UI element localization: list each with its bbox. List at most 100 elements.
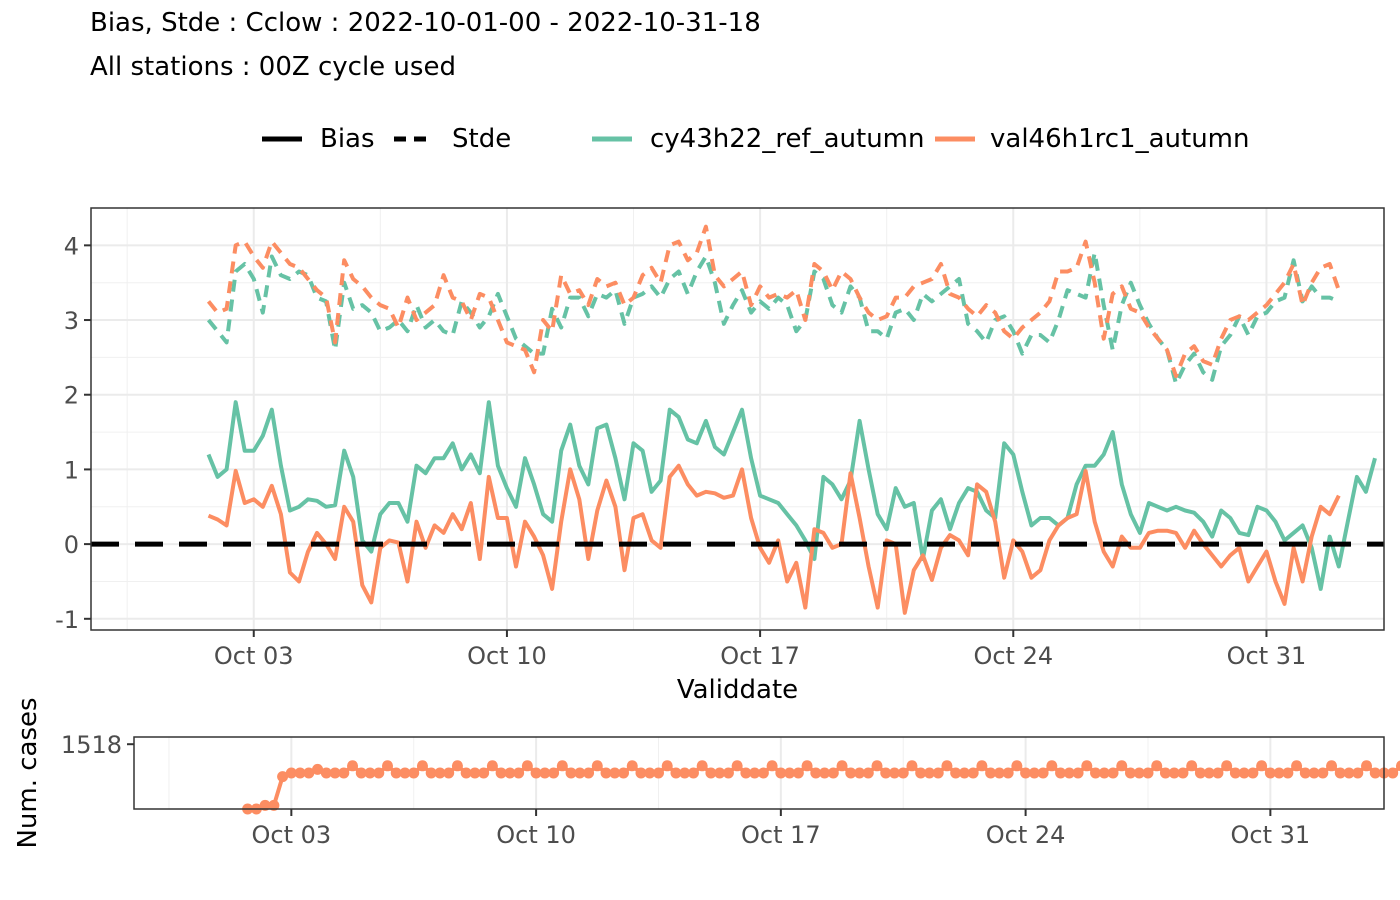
num-cases-point bbox=[1107, 767, 1119, 779]
num-cases-point bbox=[1369, 767, 1381, 779]
num-cases-x-tick-label: Oct 17 bbox=[741, 821, 821, 849]
num-cases-point bbox=[320, 767, 332, 779]
num-cases-point bbox=[880, 767, 892, 779]
num-cases-point bbox=[801, 760, 813, 772]
num-cases-point bbox=[1002, 767, 1014, 779]
num-cases-x-tick-label: Oct 24 bbox=[986, 821, 1066, 849]
num-cases-point bbox=[294, 767, 306, 779]
num-cases-point bbox=[1081, 760, 1093, 772]
num-cases-point bbox=[1046, 760, 1058, 772]
num-cases-point bbox=[775, 767, 787, 779]
num-cases-point bbox=[757, 767, 769, 779]
num-cases-point bbox=[390, 767, 402, 779]
num-cases-point bbox=[784, 767, 796, 779]
num-cases-point bbox=[897, 767, 909, 779]
num-cases-point bbox=[1186, 760, 1198, 772]
bias-stde-y-tick-label: 1 bbox=[64, 456, 79, 484]
bias-stde-y-tick-label: 4 bbox=[64, 232, 79, 260]
num-cases-point bbox=[1212, 767, 1224, 779]
num-cases-point bbox=[1308, 767, 1320, 779]
num-cases-point bbox=[364, 767, 376, 779]
num-cases-point bbox=[1343, 767, 1355, 779]
num-cases-point bbox=[1256, 760, 1268, 772]
num-cases-point bbox=[451, 760, 463, 772]
num-cases-point bbox=[1177, 767, 1189, 779]
bias-stde-x-tick-label: Oct 31 bbox=[1227, 642, 1307, 670]
bias-stde-series-bias-cy43h22_ref_autumn bbox=[206, 400, 1377, 591]
num-cases-point bbox=[941, 760, 953, 772]
num-cases-point bbox=[1159, 767, 1171, 779]
num-cases-point bbox=[478, 767, 490, 779]
cases-plot-panel: Oct 03 Oct 10 Oct 17 Oct 24 Oct 31 1518 Num. c… bbox=[13, 697, 1400, 849]
num-cases-point bbox=[373, 767, 385, 779]
num-cases-point bbox=[888, 767, 900, 779]
num-cases-point bbox=[521, 760, 533, 772]
num-cases-point bbox=[722, 767, 734, 779]
num-cases-point bbox=[1334, 767, 1346, 779]
num-cases-point bbox=[976, 760, 988, 772]
num-cases-point bbox=[1090, 767, 1102, 779]
num-cases-point bbox=[696, 760, 708, 772]
num-cases-point bbox=[766, 760, 778, 772]
num-cases-point bbox=[1037, 767, 1049, 779]
num-cases-point bbox=[495, 767, 507, 779]
num-cases-point bbox=[1072, 767, 1084, 779]
num-cases-point bbox=[705, 767, 717, 779]
num-cases-point bbox=[871, 760, 883, 772]
num-cases-point bbox=[513, 767, 525, 779]
num-cases-point bbox=[923, 767, 935, 779]
bias-stde-series-stde-val46h1rc1_autumn bbox=[206, 224, 1341, 379]
num-cases-point bbox=[303, 767, 315, 779]
num-cases-point bbox=[1282, 767, 1294, 779]
num-cases-point bbox=[574, 767, 586, 779]
num-cases-point bbox=[1264, 767, 1276, 779]
num-cases-point bbox=[583, 767, 595, 779]
num-cases-point bbox=[268, 799, 280, 811]
num-cases-point bbox=[819, 767, 831, 779]
num-cases-point bbox=[906, 760, 918, 772]
legend-model-1-label: cy43h22_ref_autumn bbox=[650, 124, 925, 154]
num-cases-point bbox=[687, 767, 699, 779]
num-cases-point bbox=[355, 767, 367, 779]
num-cases-point bbox=[626, 760, 638, 772]
num-cases-point bbox=[1151, 760, 1163, 772]
num-cases-point bbox=[347, 760, 359, 772]
num-cases-point bbox=[679, 767, 691, 779]
num-cases-point bbox=[434, 767, 446, 779]
num-cases-point bbox=[1352, 767, 1364, 779]
num-cases-point bbox=[416, 760, 428, 772]
num-cases-point bbox=[670, 767, 682, 779]
num-cases-point bbox=[486, 760, 498, 772]
legend-stde-label: Stde bbox=[452, 124, 511, 154]
num-cases-y-tick-label: 1518 bbox=[61, 731, 122, 759]
num-cases-point bbox=[1238, 767, 1250, 779]
num-cases-point bbox=[1063, 767, 1075, 779]
num-cases-point bbox=[1020, 767, 1032, 779]
num-cases-point bbox=[915, 767, 927, 779]
num-cases-point bbox=[1125, 767, 1137, 779]
num-cases-point bbox=[714, 767, 726, 779]
num-cases-point bbox=[399, 767, 411, 779]
num-cases-point bbox=[504, 767, 516, 779]
num-cases-point bbox=[285, 767, 297, 779]
num-cases-point bbox=[1326, 760, 1338, 772]
num-cases-point bbox=[854, 767, 866, 779]
num-cases-point bbox=[967, 767, 979, 779]
legend: Bias Stde cy43h22_ref_autumn val46h1rc1_… bbox=[262, 124, 1250, 154]
chart-subtitle: All stations : 00Z cycle used bbox=[90, 52, 456, 82]
num-cases-point bbox=[1011, 760, 1023, 772]
legend-bias-label: Bias bbox=[320, 124, 375, 154]
num-cases-point bbox=[740, 767, 752, 779]
num-cases-point bbox=[1098, 767, 1110, 779]
num-cases-point bbox=[530, 767, 542, 779]
num-cases-point bbox=[661, 760, 673, 772]
bias-stde-y-tick-label: 3 bbox=[64, 307, 79, 335]
num-cases-point bbox=[836, 760, 848, 772]
bias-stde-series-bias-val46h1rc1_autumn bbox=[207, 463, 1341, 615]
bias-stde-x-axis-title: Validdate bbox=[677, 675, 798, 705]
num-cases-point bbox=[259, 799, 271, 811]
num-cases-point bbox=[792, 767, 804, 779]
num-cases-point bbox=[644, 767, 656, 779]
bias-stde-y-tick-label: -1 bbox=[55, 606, 79, 634]
